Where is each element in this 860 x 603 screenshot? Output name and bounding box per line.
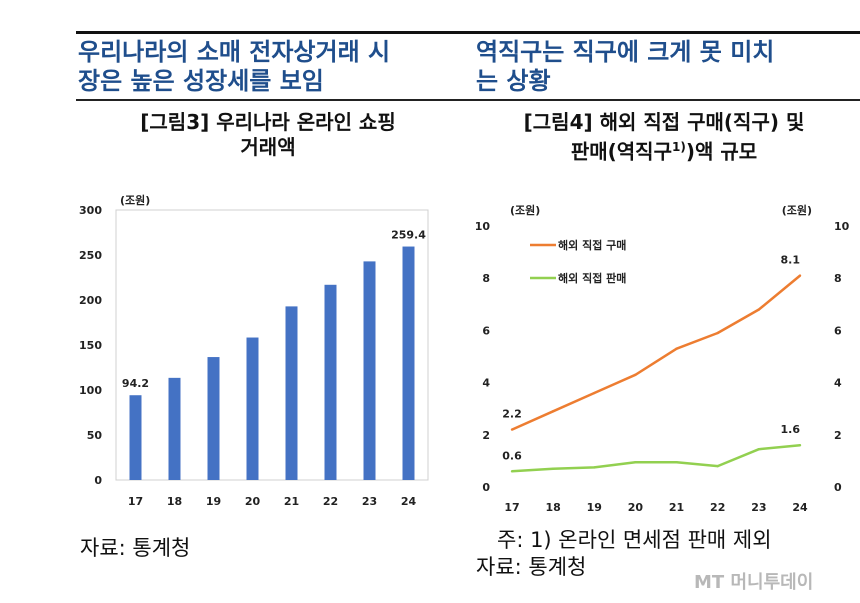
y-tick-label: 100 [79,384,102,397]
series-point [675,347,678,350]
series-point [593,466,596,469]
bar [285,306,298,480]
series-point [675,461,678,464]
left-headline: 우리나라의 소매 전자상거래 시 장은 높은 성장세를 보임 [78,38,390,96]
x-tick-label: 20 [245,495,261,508]
y-tick-label-right: 0 [834,481,842,494]
y-tick-label-right: 10 [834,220,850,233]
bar [402,246,415,480]
x-tick-label: 24 [792,501,808,514]
top-rule [76,31,860,34]
bar [363,261,376,480]
x-tick-label: 20 [628,501,644,514]
y-unit-label-right: (조원) [782,203,812,217]
right-headline-line1: 역직구는 직구에 크게 못 미치 [476,38,775,66]
data-label: 259.4 [391,229,426,242]
x-tick-label: 24 [401,495,417,508]
series-point [634,373,637,376]
x-tick-label: 17 [504,501,519,514]
y-tick-label: 0 [94,474,102,487]
series-point [757,308,761,311]
series-line [511,443,801,473]
y-tick-label-left: 8 [482,272,490,285]
right-headline-line2: 는 상황 [476,67,551,95]
series-point [551,410,555,413]
series-point [716,331,719,335]
data-label: 1.6 [781,423,801,436]
right-footnote: 주: 1) 온라인 면세점 판매 제외 [497,528,772,552]
right-source: 자료: 통계청 [476,555,587,579]
figure4-title-line2: 판매(역직구1))액 규모 [468,135,860,165]
y-tick-label-right: 4 [834,377,842,390]
series-point [757,447,761,451]
data-label: 8.1 [781,254,801,267]
y-tick-label: 300 [79,204,102,217]
y-tick-label: 150 [79,339,102,352]
series-point [798,274,802,277]
figure4-title-footnote-mark: 1) [671,140,686,154]
section-rule [76,99,860,101]
figure3-title-line2: 거래액 [240,135,296,159]
figure4-title: [그림4] 해외 직접 구매(직구) 및 판매(역직구1))액 규모 [468,110,860,165]
data-label: 2.2 [502,408,522,421]
y-tick-label-left: 2 [482,429,490,442]
figure3-title: [그림3] 우리나라 온라인 쇼핑 거래액 [78,110,458,160]
y-tick-label: 250 [79,249,102,262]
x-tick-label: 18 [167,495,182,508]
bar [207,357,220,480]
series-point [510,470,514,473]
x-tick-label: 22 [323,495,338,508]
y-tick-label-right: 2 [834,429,842,442]
left-headline-line2: 장은 높은 성장세를 보임 [78,67,324,95]
series-point [510,428,514,431]
x-tick-label: 22 [710,501,725,514]
x-tick-label: 18 [545,501,560,514]
y-tick-label-left: 0 [482,481,490,494]
data-label: 0.6 [502,449,522,462]
y-tick-label: 200 [79,294,102,307]
series-line [511,274,801,431]
left-headline-line1: 우리나라의 소매 전자상거래 시 [78,38,391,66]
figure4-title-line1: [그림4] 해외 직접 구매(직구) 및 [523,110,805,134]
legend-label: 해외 직접 구매 [558,238,626,252]
figure4-title-part-a: 판매(역직구 [570,139,672,164]
x-tick-label: 23 [751,501,766,514]
online-shopping-bar-chart: (조원) 0 50 100 150 200 250 300 17 94.2 18 19 20 21 22 23… [79,193,429,508]
figure3-title-line1: [그림3] 우리나라 온라인 쇼핑 [140,110,396,134]
legend-label: 해외 직접 판매 [558,271,626,285]
series-point [798,444,802,447]
series-point [551,467,555,470]
y-tick-label-right: 6 [834,324,842,337]
x-tick-label: 17 [128,495,143,508]
y-unit-label: (조원) [120,193,150,207]
y-tick-label-right: 8 [834,272,842,285]
y-tick-label-left: 10 [475,220,491,233]
data-label: 94.2 [122,377,149,390]
left-source: 자료: 통계청 [80,536,191,560]
x-tick-label: 19 [206,495,221,508]
y-tick-label-left: 6 [482,324,490,337]
plot-frame [115,209,429,481]
series-point [634,461,637,464]
series-point [716,464,719,468]
y-unit-label-left: (조원) [510,203,540,217]
y-tick-label: 50 [87,429,103,442]
bar [168,377,181,480]
x-tick-label: 21 [284,495,299,508]
series-point [593,391,596,395]
x-tick-label: 21 [669,501,684,514]
right-headline: 역직구는 직구에 크게 못 미치 는 상황 [476,38,774,96]
watermark-logo: MT 머니투데이 [694,572,814,593]
x-tick-label: 19 [587,501,602,514]
y-tick-label-left: 4 [482,377,490,390]
bar [324,284,337,480]
figure4-title-part-b: )액 규모 [685,139,758,164]
x-tick-label: 23 [362,495,377,508]
bar [246,337,259,480]
bar [129,395,142,480]
